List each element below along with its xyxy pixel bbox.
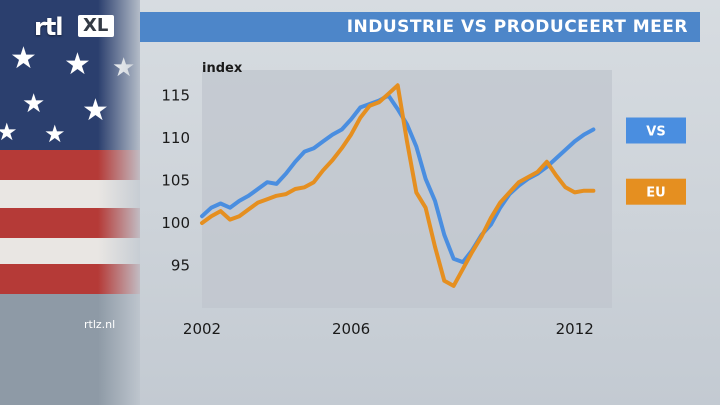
legend-label: VS (646, 125, 665, 140)
chart-title: INDUSTRIE VS PRODUCEERT MEER (346, 17, 688, 37)
x-tick-labels: 2002 2006 2012 (183, 320, 594, 338)
x-tick-label: 2002 (183, 320, 221, 338)
x-tick-label: 2012 (556, 320, 594, 338)
site-url: rtlz.nl (84, 318, 116, 331)
y-tick-labels: 95 100 105 110 115 (161, 87, 190, 275)
legend-label: EU (646, 186, 665, 201)
series-line-eu (200, 83, 596, 288)
legend-item-vs: VS (626, 117, 686, 144)
y-tick-label: 110 (161, 129, 190, 147)
legend-badge (626, 178, 686, 205)
x-tick-label: 2006 (332, 320, 370, 338)
y-tick-label: 100 (161, 214, 190, 232)
title-bar: INDUSTRIE VS PRODUCEERT MEER (140, 12, 700, 42)
y-tick-label: 95 (171, 257, 190, 275)
y-axis-title: index (202, 61, 243, 76)
y-tick-label: 105 (161, 172, 190, 190)
logo-xl: XL (78, 15, 115, 37)
line-chart: index 95 100 105 110 115 2002 2006 2012 VS EU (161, 61, 686, 338)
series-lines (200, 83, 596, 288)
us-flag-background: ★ ★ ★ ★ ★ ★ ★ (0, 0, 140, 405)
logo-rtl: rtl (34, 13, 64, 41)
plot-area (202, 70, 612, 308)
legend-item-eu: EU (626, 178, 686, 205)
y-tick-label: 115 (161, 87, 190, 105)
channel-logo: rtl XL (34, 12, 134, 42)
legend-badge (626, 117, 686, 144)
legend: VS EU (626, 117, 686, 205)
